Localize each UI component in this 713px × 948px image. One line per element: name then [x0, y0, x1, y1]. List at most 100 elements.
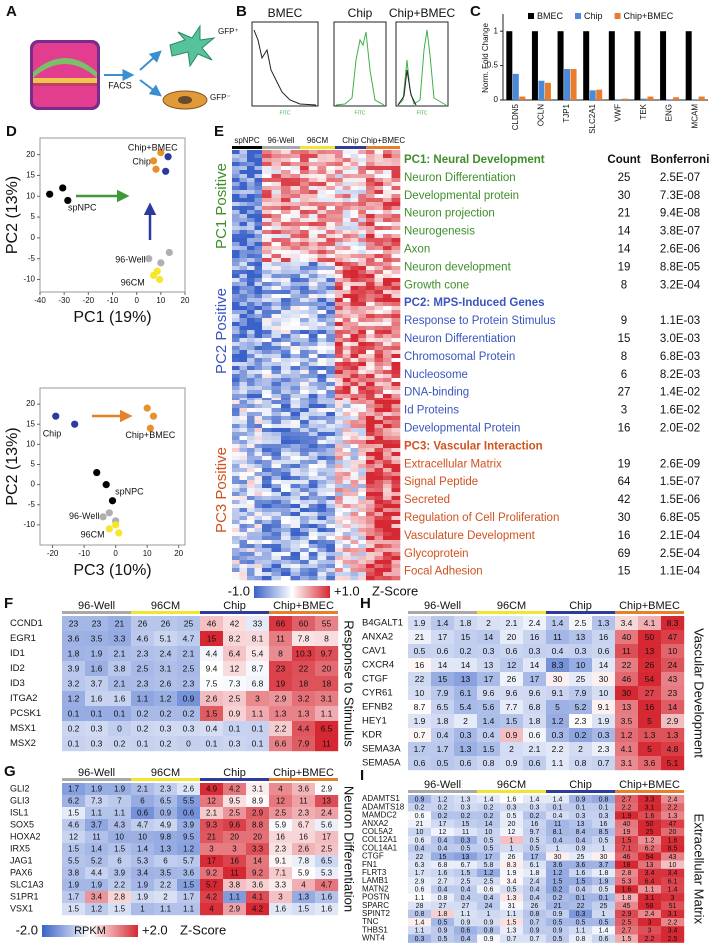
heatmap-cell — [281, 544, 291, 549]
count: 19 — [618, 261, 631, 273]
heatmap-cell — [350, 400, 359, 405]
cell-value: 3.4 — [91, 893, 103, 902]
heatmap-cell — [271, 400, 282, 405]
cell-value: 21 — [115, 618, 125, 628]
heatmap-cell — [300, 322, 310, 327]
heatmap-cell — [326, 158, 336, 163]
heatmap-cell — [271, 548, 282, 553]
heatmap-cell — [247, 472, 255, 477]
cell-value: 9.7 — [321, 648, 333, 658]
heatmap-cell — [477, 885, 501, 894]
heatmap-cell — [271, 504, 282, 509]
heatmap-cell — [326, 408, 336, 413]
cell-value: 1.2 — [484, 870, 494, 877]
cell-value: 0.9 — [553, 928, 563, 935]
heatmap-cell — [108, 879, 132, 892]
heatmap-cell — [391, 460, 401, 465]
heatmap-cell — [223, 879, 247, 892]
heatmap-cell — [281, 298, 291, 303]
point — [149, 157, 158, 165]
heatmap-cell — [262, 386, 272, 391]
heatmap-cell — [308, 540, 318, 545]
heatmap-cell — [290, 548, 301, 553]
cell-value: 27 — [462, 903, 470, 910]
heatmap-cell — [271, 382, 282, 387]
heatmap-cell — [290, 222, 301, 227]
heatmap-cell — [335, 270, 344, 275]
heatmap-cell — [350, 310, 359, 315]
heatmap-cell — [326, 226, 336, 231]
heatmap-cell — [308, 520, 318, 525]
heatmap-cell — [317, 460, 327, 465]
heatmap-cell — [374, 170, 384, 175]
heatmap-cell — [232, 484, 240, 489]
heatmap-cell — [335, 544, 344, 549]
cell-value: 17 — [484, 674, 494, 684]
heatmap-cell — [239, 420, 248, 425]
cell-value: 20 — [253, 833, 262, 842]
point — [105, 525, 113, 533]
heatmap-cell — [638, 893, 662, 902]
heatmap-cell — [315, 879, 339, 892]
heatmap-cell — [335, 468, 344, 473]
heatmap-cell — [281, 338, 291, 343]
heatmap-cell — [374, 226, 384, 231]
heatmap-cell — [254, 436, 263, 441]
heatmap-cell — [271, 432, 282, 437]
heatmap-cell — [262, 492, 272, 497]
heatmap-cell — [281, 278, 291, 283]
cell-value: 1.5 — [576, 878, 586, 885]
bonferroni: 9.4E-08 — [660, 208, 700, 220]
bar — [596, 89, 603, 100]
heatmap-cell — [383, 306, 392, 311]
heatmap-cell — [300, 464, 310, 469]
heatmap-cell — [374, 386, 384, 391]
heatmap-cell — [383, 214, 392, 219]
heatmap-cell — [546, 630, 570, 645]
cell-value: 6.5 — [160, 797, 172, 806]
cell-value: 1 — [556, 846, 560, 853]
cell-value: 1.4 — [530, 796, 540, 803]
cell-value: 6.4 — [645, 878, 655, 885]
heatmap-cell — [546, 714, 570, 729]
cell-value: 6.1 — [668, 878, 678, 885]
heatmap-cell — [239, 366, 248, 371]
heatmap-cell — [247, 238, 255, 243]
heatmap-cell — [177, 676, 201, 692]
heatmap-cell — [247, 222, 255, 227]
heatmap-cell — [408, 877, 432, 886]
heatmap-cell — [374, 468, 384, 473]
facs-label: FACS — [108, 80, 132, 90]
heatmap-cell — [335, 170, 344, 175]
heatmap-cell — [374, 504, 384, 509]
bar — [640, 98, 647, 100]
heatmap-cell — [232, 354, 240, 359]
heatmap-cell — [300, 400, 310, 405]
heatmap-cell — [247, 342, 255, 347]
point — [59, 184, 67, 192]
heatmap-cell — [374, 230, 384, 235]
heatmap-cell — [366, 378, 375, 383]
heatmap-cell — [335, 318, 344, 323]
heatmap-cell — [342, 488, 351, 493]
heatmap-cell — [290, 170, 301, 175]
cell-value: 1.9 — [599, 878, 609, 885]
heatmap-cell — [232, 456, 240, 461]
heatmap-cell — [358, 342, 367, 347]
heatmap-cell — [358, 278, 367, 283]
heatmap-cell — [326, 484, 336, 489]
bar — [557, 31, 564, 101]
heatmap-cell — [269, 795, 293, 808]
heatmap-cell — [391, 576, 401, 581]
cell-value: 10 — [115, 833, 124, 842]
heatmap-cell — [254, 428, 263, 433]
bar — [685, 31, 692, 101]
heatmap-cell — [254, 282, 263, 287]
heatmap-cell — [358, 166, 367, 171]
heatmap-cell — [271, 298, 282, 303]
column-color-bar — [262, 146, 300, 149]
heatmap-cell — [366, 210, 375, 215]
heatmap-cell — [85, 661, 109, 677]
cell-value: 13 — [484, 660, 494, 670]
heatmap-cell — [317, 286, 327, 291]
